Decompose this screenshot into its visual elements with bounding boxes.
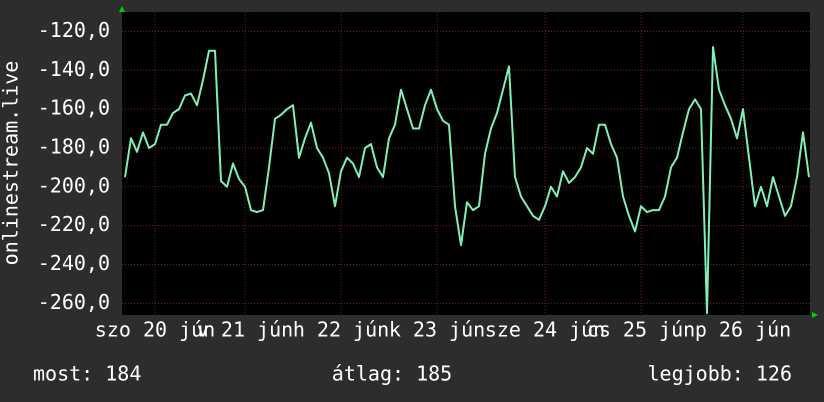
stat: most: 184 (33, 362, 141, 386)
stat: legjobb: 126 (648, 362, 793, 386)
x-tick-label: h 22 jún (293, 318, 389, 342)
axis-arrow (119, 6, 125, 12)
y-tick-label: -140,0 (38, 57, 110, 81)
x-tick-label: szo 20 jún (95, 318, 215, 342)
stat: átlag: 185 (332, 362, 452, 386)
data-line (124, 46, 810, 315)
y-tick-label: -240,0 (38, 251, 110, 275)
x-tick-label: k 23 jún (389, 318, 485, 342)
x-tick-label: sze 24 jún (485, 318, 605, 342)
y-tick-label: -160,0 (38, 96, 110, 120)
y-axis-label: onlinestream.live (0, 61, 23, 266)
x-tick-label: v 21 jún (197, 318, 293, 342)
y-tick-label: -200,0 (38, 173, 110, 197)
plot-area (122, 12, 810, 315)
y-tick-label: -120,0 (38, 18, 110, 42)
y-tick-label: -220,0 (38, 212, 110, 236)
x-tick-label: p 26 jún (695, 318, 791, 342)
y-tick-label: -180,0 (38, 134, 110, 158)
x-tick-label: cs 25 jún (587, 318, 695, 342)
axis-arrow (812, 312, 818, 318)
y-tick-label: -260,0 (38, 290, 110, 314)
